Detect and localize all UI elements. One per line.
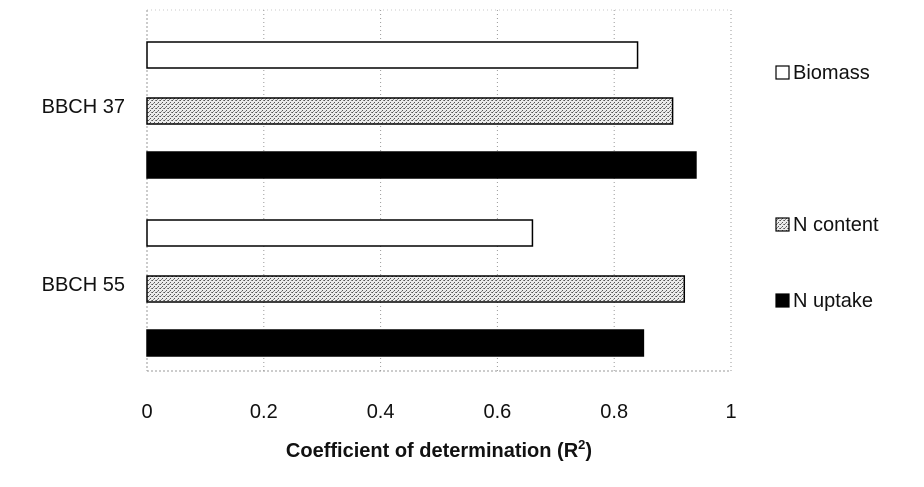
- legend-swatch: [775, 293, 790, 308]
- bar: [146, 219, 534, 247]
- bar: [146, 275, 686, 303]
- bar: [146, 97, 674, 125]
- bar: [146, 151, 697, 179]
- x-tick-label: 0.8: [600, 401, 628, 423]
- category-label: BBCH 37: [42, 96, 125, 118]
- x-tick-label: 1: [725, 401, 736, 423]
- x-axis-title-main: Coefficient of determination (R: [286, 440, 579, 462]
- x-tick-label: 0.2: [250, 401, 278, 423]
- legend-swatch: [775, 65, 790, 80]
- legend-label: N content: [793, 214, 879, 236]
- legend-swatch: [775, 217, 790, 232]
- legend: Biomass N content N uptake: [775, 62, 879, 312]
- gridlines: [263, 10, 732, 371]
- x-tick-labels: 0 0.2 0.4 0.6 0.8 1: [141, 401, 736, 423]
- x-axis-title-end: ): [585, 440, 592, 462]
- x-tick-label: 0.6: [483, 401, 511, 423]
- x-tick-label: 0: [141, 401, 152, 423]
- x-axis-title: Coefficient of determination (R2): [286, 437, 592, 462]
- category-labels: BBCH 37 BBCH 55: [42, 96, 125, 296]
- bars: [146, 41, 697, 357]
- plot-area: [146, 9, 732, 372]
- category-label: BBCH 55: [42, 274, 125, 296]
- legend-label: Biomass: [793, 62, 870, 84]
- x-axis-title-superscript: 2: [578, 437, 585, 452]
- x-tick-label: 0.4: [367, 401, 395, 423]
- bar: [146, 329, 645, 357]
- bar: [146, 41, 639, 69]
- legend-label: N uptake: [793, 290, 873, 312]
